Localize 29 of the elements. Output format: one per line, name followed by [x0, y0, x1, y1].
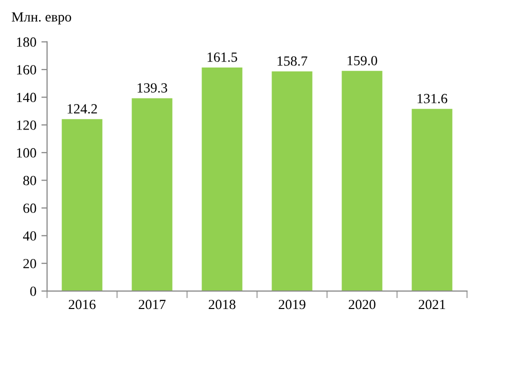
bar	[272, 71, 312, 292]
data-label: 158.7	[278, 56, 308, 66]
x-tick-label: 2016	[68, 300, 96, 310]
y-tick-label: 40	[23, 231, 36, 241]
data-label: 131.6	[418, 94, 448, 104]
bar	[62, 119, 102, 292]
x-tick-label: 2020	[348, 300, 376, 310]
data-label: 159.0	[348, 56, 378, 66]
data-label: 124.2	[68, 104, 97, 114]
x-tick-label: 2018	[208, 300, 236, 310]
x-tick-label: 2021	[418, 300, 446, 310]
y-tick-label: 180	[17, 37, 36, 47]
y-tick-label: 160	[17, 65, 36, 74]
y-tick-label: 120	[17, 120, 36, 130]
y-tick-label: 100	[17, 148, 36, 158]
y-tick-label: 80	[23, 176, 36, 186]
bar	[342, 70, 382, 292]
y-axis-title: Млн. евро	[12, 12, 72, 24]
y-tick-label: 20	[23, 258, 36, 268]
y-tick-label: 140	[17, 92, 36, 102]
data-label: 161.5	[208, 52, 238, 62]
bar	[202, 67, 242, 292]
bar	[412, 108, 452, 292]
bar	[132, 98, 172, 292]
x-tick-label: 2019	[278, 300, 306, 310]
y-tick-label: 0	[30, 286, 36, 296]
x-tick-label: 2017	[138, 300, 166, 310]
data-label: 139.3	[138, 83, 168, 93]
y-tick-label: 60	[23, 204, 36, 213]
